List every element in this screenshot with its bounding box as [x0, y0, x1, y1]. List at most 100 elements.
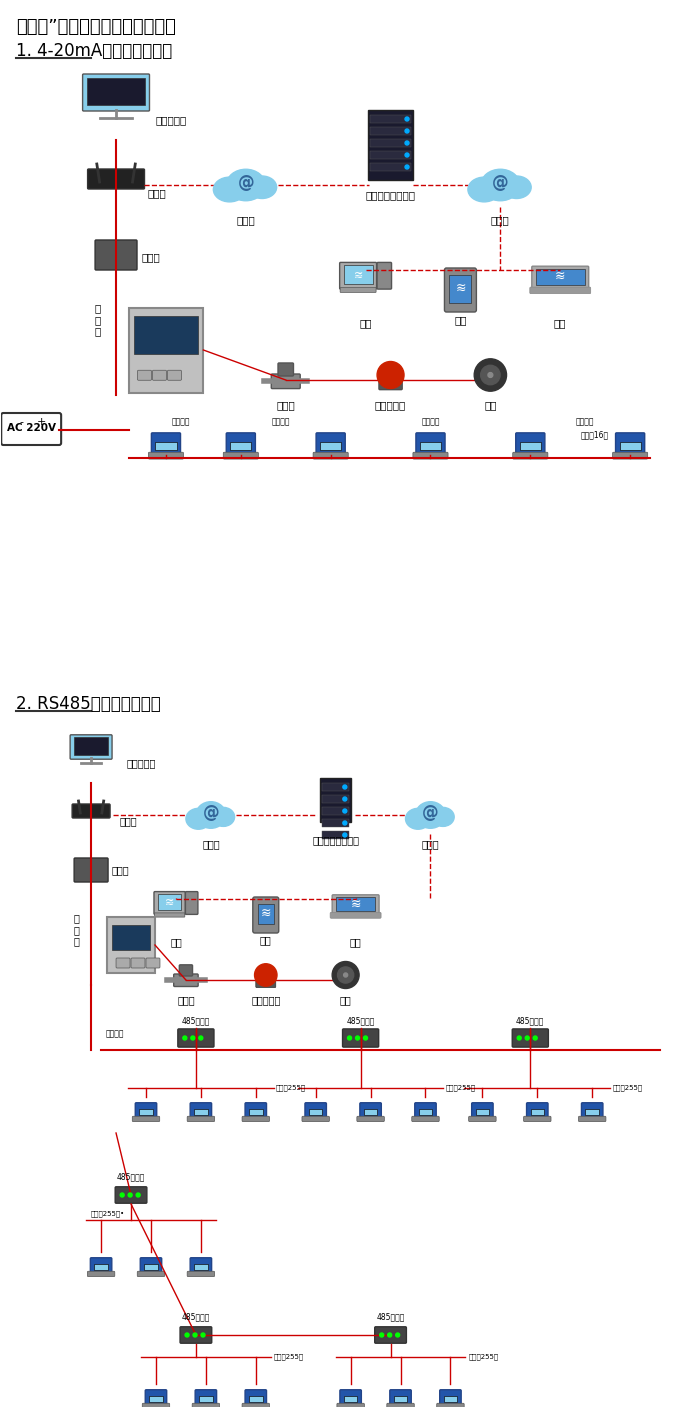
FancyBboxPatch shape	[524, 1116, 551, 1121]
Text: 电脑: 电脑	[359, 318, 372, 328]
Circle shape	[517, 1036, 522, 1040]
FancyBboxPatch shape	[95, 241, 137, 270]
Circle shape	[379, 1332, 384, 1337]
FancyBboxPatch shape	[155, 442, 176, 450]
FancyBboxPatch shape	[342, 1029, 379, 1047]
FancyBboxPatch shape	[526, 1103, 548, 1119]
FancyBboxPatch shape	[440, 1390, 461, 1406]
FancyBboxPatch shape	[532, 266, 589, 288]
FancyBboxPatch shape	[249, 1109, 262, 1114]
FancyBboxPatch shape	[309, 1109, 323, 1114]
Text: 手机: 手机	[260, 936, 272, 946]
FancyBboxPatch shape	[72, 803, 110, 817]
Ellipse shape	[468, 177, 500, 201]
Text: 可连接255台: 可连接255台	[468, 1354, 498, 1361]
Circle shape	[488, 373, 493, 377]
FancyBboxPatch shape	[420, 442, 441, 450]
Text: 485中继器: 485中继器	[346, 1016, 374, 1026]
FancyBboxPatch shape	[305, 1103, 326, 1119]
Circle shape	[337, 967, 354, 983]
FancyBboxPatch shape	[74, 737, 108, 756]
Text: 手机: 手机	[454, 315, 467, 325]
FancyBboxPatch shape	[419, 1109, 432, 1114]
FancyBboxPatch shape	[142, 1403, 169, 1407]
FancyBboxPatch shape	[379, 381, 402, 390]
Text: 风机: 风机	[340, 995, 351, 1005]
FancyBboxPatch shape	[416, 433, 445, 454]
FancyBboxPatch shape	[190, 1103, 211, 1119]
Text: 电脑: 电脑	[170, 937, 182, 947]
FancyBboxPatch shape	[230, 442, 251, 450]
Text: 485中继器: 485中继器	[117, 1172, 145, 1180]
Ellipse shape	[247, 176, 276, 198]
FancyBboxPatch shape	[620, 442, 640, 450]
FancyBboxPatch shape	[253, 898, 279, 933]
FancyBboxPatch shape	[332, 895, 379, 915]
FancyBboxPatch shape	[249, 1396, 262, 1401]
FancyBboxPatch shape	[107, 917, 155, 974]
FancyBboxPatch shape	[536, 269, 584, 286]
Text: 风机: 风机	[484, 400, 496, 409]
FancyBboxPatch shape	[377, 262, 391, 288]
FancyBboxPatch shape	[344, 1396, 358, 1401]
Ellipse shape	[405, 809, 430, 829]
FancyBboxPatch shape	[179, 965, 193, 976]
FancyBboxPatch shape	[370, 139, 411, 146]
FancyBboxPatch shape	[476, 1109, 489, 1114]
FancyBboxPatch shape	[145, 1390, 167, 1406]
FancyBboxPatch shape	[323, 819, 349, 827]
Text: 互联网: 互联网	[237, 215, 256, 225]
FancyBboxPatch shape	[193, 1403, 220, 1407]
Circle shape	[255, 964, 277, 986]
FancyBboxPatch shape	[140, 1258, 162, 1273]
FancyBboxPatch shape	[83, 75, 150, 111]
Text: 信号输出: 信号输出	[576, 418, 594, 426]
FancyBboxPatch shape	[472, 1103, 493, 1119]
Circle shape	[347, 1036, 351, 1040]
FancyBboxPatch shape	[90, 1258, 112, 1273]
FancyBboxPatch shape	[321, 778, 351, 822]
Text: 可连接255台: 可连接255台	[445, 1085, 475, 1092]
FancyBboxPatch shape	[360, 1103, 382, 1119]
Text: @: @	[492, 174, 509, 191]
FancyBboxPatch shape	[194, 1109, 208, 1114]
Circle shape	[356, 1036, 360, 1040]
FancyBboxPatch shape	[444, 1396, 457, 1401]
FancyBboxPatch shape	[158, 895, 181, 910]
Text: 信号输出: 信号输出	[106, 1029, 125, 1038]
Text: ≋: ≋	[555, 270, 566, 283]
Circle shape	[405, 129, 409, 134]
FancyBboxPatch shape	[585, 1109, 599, 1114]
FancyBboxPatch shape	[612, 452, 648, 459]
FancyBboxPatch shape	[449, 274, 471, 303]
FancyBboxPatch shape	[242, 1403, 270, 1407]
FancyBboxPatch shape	[578, 1116, 606, 1121]
FancyBboxPatch shape	[413, 452, 448, 459]
Text: 通
讯
线: 通 讯 线	[74, 913, 79, 947]
Circle shape	[377, 362, 404, 388]
Text: @: @	[237, 174, 254, 191]
Circle shape	[199, 1036, 203, 1040]
FancyBboxPatch shape	[116, 958, 130, 968]
FancyBboxPatch shape	[272, 374, 300, 388]
Circle shape	[525, 1036, 529, 1040]
Circle shape	[343, 809, 346, 813]
FancyBboxPatch shape	[364, 1109, 377, 1114]
Text: 互联网: 互联网	[202, 839, 220, 848]
FancyBboxPatch shape	[370, 127, 411, 135]
FancyBboxPatch shape	[444, 267, 477, 312]
Text: ≋: ≋	[351, 898, 361, 910]
FancyBboxPatch shape	[368, 110, 413, 180]
FancyBboxPatch shape	[582, 1103, 603, 1119]
FancyBboxPatch shape	[132, 1116, 160, 1121]
Text: 信号输出: 信号输出	[272, 418, 290, 426]
FancyBboxPatch shape	[195, 1390, 216, 1406]
Ellipse shape	[193, 809, 228, 826]
Text: 信号输出: 信号输出	[172, 418, 190, 426]
FancyBboxPatch shape	[313, 452, 348, 459]
FancyBboxPatch shape	[316, 433, 345, 454]
Circle shape	[388, 1332, 392, 1337]
FancyBboxPatch shape	[323, 832, 349, 839]
Text: 可连接255台: 可连接255台	[274, 1354, 304, 1361]
Text: 互联网: 互联网	[421, 839, 440, 848]
